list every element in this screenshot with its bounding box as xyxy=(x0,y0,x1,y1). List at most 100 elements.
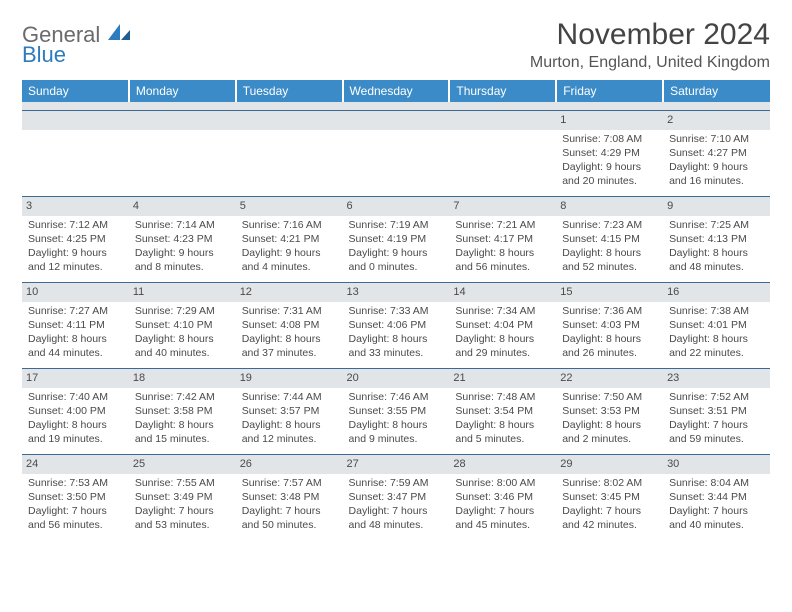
daylight-line: and 48 minutes. xyxy=(349,518,444,532)
sunset-line: Sunset: 3:49 PM xyxy=(135,490,230,504)
day-cell: 3Sunrise: 7:12 AMSunset: 4:25 PMDaylight… xyxy=(22,196,129,282)
daylight-line: Daylight: 9 hours xyxy=(242,246,337,260)
day-details: Sunrise: 7:40 AMSunset: 4:00 PMDaylight:… xyxy=(26,390,125,447)
sunset-line: Sunset: 4:21 PM xyxy=(242,232,337,246)
day-cell: 15Sunrise: 7:36 AMSunset: 4:03 PMDayligh… xyxy=(556,282,663,368)
daylight-line: Daylight: 8 hours xyxy=(455,246,550,260)
day-details: Sunrise: 7:33 AMSunset: 4:06 PMDaylight:… xyxy=(347,304,446,361)
sunset-line: Sunset: 3:45 PM xyxy=(562,490,657,504)
day-cell: 21Sunrise: 7:48 AMSunset: 3:54 PMDayligh… xyxy=(449,368,556,454)
day-cell: 11Sunrise: 7:29 AMSunset: 4:10 PMDayligh… xyxy=(129,282,236,368)
day-details: Sunrise: 7:21 AMSunset: 4:17 PMDaylight:… xyxy=(453,218,552,275)
day-number: 20 xyxy=(343,368,450,388)
sunset-line: Sunset: 4:10 PM xyxy=(135,318,230,332)
day-cell: 13Sunrise: 7:33 AMSunset: 4:06 PMDayligh… xyxy=(343,282,450,368)
sunset-line: Sunset: 4:00 PM xyxy=(28,404,123,418)
day-details: Sunrise: 7:12 AMSunset: 4:25 PMDaylight:… xyxy=(26,218,125,275)
sunset-line: Sunset: 4:15 PM xyxy=(562,232,657,246)
sail-icon xyxy=(108,22,130,47)
daylight-line: and 5 minutes. xyxy=(455,432,550,446)
day-header: Thursday xyxy=(449,80,556,102)
day-header: Friday xyxy=(556,80,663,102)
sunrise-line: Sunrise: 7:52 AM xyxy=(669,390,764,404)
daylight-line: Daylight: 8 hours xyxy=(669,246,764,260)
day-details: Sunrise: 7:46 AMSunset: 3:55 PMDaylight:… xyxy=(347,390,446,447)
calendar-body: 1Sunrise: 7:08 AMSunset: 4:29 PMDaylight… xyxy=(22,110,770,540)
sunset-line: Sunset: 4:29 PM xyxy=(562,146,657,160)
sunrise-line: Sunrise: 7:55 AM xyxy=(135,476,230,490)
daylight-line: and 20 minutes. xyxy=(562,174,657,188)
day-details: Sunrise: 7:59 AMSunset: 3:47 PMDaylight:… xyxy=(347,476,446,533)
sunset-line: Sunset: 3:44 PM xyxy=(669,490,764,504)
daylight-line: Daylight: 9 hours xyxy=(562,160,657,174)
header: General Blue November 2024 Murton, Engla… xyxy=(22,18,770,72)
daylight-line: and 37 minutes. xyxy=(242,346,337,360)
day-cell: 5Sunrise: 7:16 AMSunset: 4:21 PMDaylight… xyxy=(236,196,343,282)
sunrise-line: Sunrise: 8:04 AM xyxy=(669,476,764,490)
day-details: Sunrise: 7:34 AMSunset: 4:04 PMDaylight:… xyxy=(453,304,552,361)
sunset-line: Sunset: 3:50 PM xyxy=(28,490,123,504)
day-details: Sunrise: 7:29 AMSunset: 4:10 PMDaylight:… xyxy=(133,304,232,361)
sunrise-line: Sunrise: 8:00 AM xyxy=(455,476,550,490)
day-number: 18 xyxy=(129,368,236,388)
sunrise-line: Sunrise: 7:19 AM xyxy=(349,218,444,232)
day-details: Sunrise: 7:19 AMSunset: 4:19 PMDaylight:… xyxy=(347,218,446,275)
daylight-line: Daylight: 8 hours xyxy=(349,418,444,432)
brand-logo: General Blue xyxy=(22,24,130,66)
sunrise-line: Sunrise: 7:14 AM xyxy=(135,218,230,232)
title-block: November 2024 Murton, England, United Ki… xyxy=(530,18,770,72)
daylight-line: Daylight: 7 hours xyxy=(562,504,657,518)
day-cell: 7Sunrise: 7:21 AMSunset: 4:17 PMDaylight… xyxy=(449,196,556,282)
daylight-line: and 52 minutes. xyxy=(562,260,657,274)
day-cell: 1Sunrise: 7:08 AMSunset: 4:29 PMDaylight… xyxy=(556,110,663,196)
day-details: Sunrise: 7:48 AMSunset: 3:54 PMDaylight:… xyxy=(453,390,552,447)
day-number: 27 xyxy=(343,454,450,474)
day-cell: 20Sunrise: 7:46 AMSunset: 3:55 PMDayligh… xyxy=(343,368,450,454)
daylight-line: and 56 minutes. xyxy=(455,260,550,274)
day-number: 23 xyxy=(663,368,770,388)
day-details: Sunrise: 7:50 AMSunset: 3:53 PMDaylight:… xyxy=(560,390,659,447)
sunrise-line: Sunrise: 7:29 AM xyxy=(135,304,230,318)
day-number: 16 xyxy=(663,282,770,302)
day-cell xyxy=(449,110,556,196)
sunrise-line: Sunrise: 7:16 AM xyxy=(242,218,337,232)
daylight-line: and 26 minutes. xyxy=(562,346,657,360)
daylight-line: and 42 minutes. xyxy=(562,518,657,532)
day-cell: 17Sunrise: 7:40 AMSunset: 4:00 PMDayligh… xyxy=(22,368,129,454)
daylight-line: Daylight: 7 hours xyxy=(455,504,550,518)
day-cell: 29Sunrise: 8:02 AMSunset: 3:45 PMDayligh… xyxy=(556,454,663,540)
sunrise-line: Sunrise: 7:57 AM xyxy=(242,476,337,490)
sunrise-line: Sunrise: 7:48 AM xyxy=(455,390,550,404)
day-details: Sunrise: 7:14 AMSunset: 4:23 PMDaylight:… xyxy=(133,218,232,275)
day-header-row: Sunday Monday Tuesday Wednesday Thursday… xyxy=(22,80,770,102)
daylight-line: Daylight: 9 hours xyxy=(669,160,764,174)
sunset-line: Sunset: 4:27 PM xyxy=(669,146,764,160)
daylight-line: and 15 minutes. xyxy=(135,432,230,446)
day-cell: 26Sunrise: 7:57 AMSunset: 3:48 PMDayligh… xyxy=(236,454,343,540)
daylight-line: and 22 minutes. xyxy=(669,346,764,360)
daylight-line: Daylight: 8 hours xyxy=(242,332,337,346)
week-row: 1Sunrise: 7:08 AMSunset: 4:29 PMDaylight… xyxy=(22,110,770,196)
day-cell: 8Sunrise: 7:23 AMSunset: 4:15 PMDaylight… xyxy=(556,196,663,282)
daylight-line: and 44 minutes. xyxy=(28,346,123,360)
sunset-line: Sunset: 4:13 PM xyxy=(669,232,764,246)
day-number: 29 xyxy=(556,454,663,474)
daylight-line: and 40 minutes. xyxy=(135,346,230,360)
daylight-line: Daylight: 8 hours xyxy=(455,418,550,432)
day-details: Sunrise: 7:55 AMSunset: 3:49 PMDaylight:… xyxy=(133,476,232,533)
day-number: 9 xyxy=(663,196,770,216)
daylight-line: Daylight: 8 hours xyxy=(669,332,764,346)
day-number: 12 xyxy=(236,282,343,302)
day-number: 15 xyxy=(556,282,663,302)
day-details: Sunrise: 7:52 AMSunset: 3:51 PMDaylight:… xyxy=(667,390,766,447)
sunset-line: Sunset: 4:03 PM xyxy=(562,318,657,332)
sunrise-line: Sunrise: 7:23 AM xyxy=(562,218,657,232)
day-details: Sunrise: 7:27 AMSunset: 4:11 PMDaylight:… xyxy=(26,304,125,361)
day-details: Sunrise: 8:00 AMSunset: 3:46 PMDaylight:… xyxy=(453,476,552,533)
day-cell: 30Sunrise: 8:04 AMSunset: 3:44 PMDayligh… xyxy=(663,454,770,540)
day-details: Sunrise: 7:31 AMSunset: 4:08 PMDaylight:… xyxy=(240,304,339,361)
location-label: Murton, England, United Kingdom xyxy=(530,54,770,72)
day-details: Sunrise: 8:02 AMSunset: 3:45 PMDaylight:… xyxy=(560,476,659,533)
day-cell: 4Sunrise: 7:14 AMSunset: 4:23 PMDaylight… xyxy=(129,196,236,282)
day-details: Sunrise: 7:23 AMSunset: 4:15 PMDaylight:… xyxy=(560,218,659,275)
